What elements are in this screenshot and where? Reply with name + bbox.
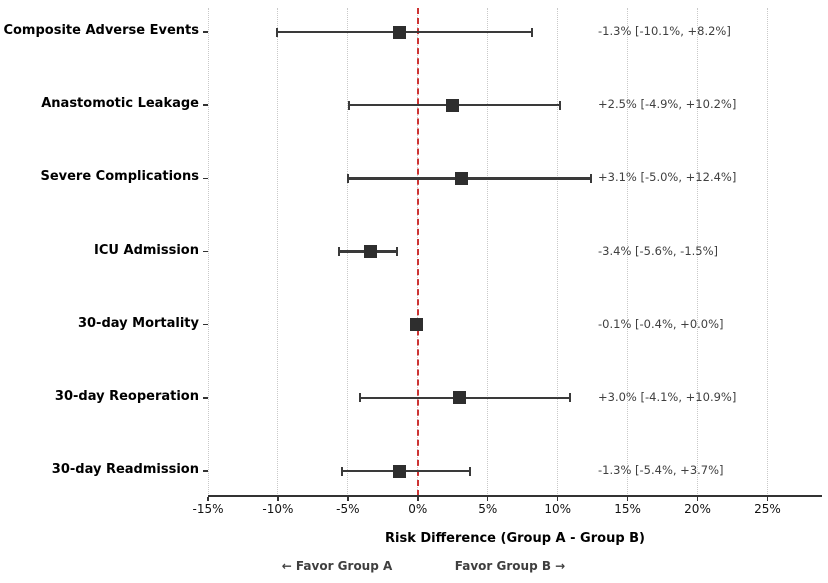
estimate-annotation: -1.3% [-10.1%, +8.2%] bbox=[598, 24, 731, 38]
estimate-annotation: -3.4% [-5.6%, -1.5%] bbox=[598, 243, 719, 258]
x-tick bbox=[696, 497, 699, 501]
x-tick bbox=[766, 497, 769, 501]
point-marker bbox=[393, 464, 407, 478]
y-tick bbox=[203, 177, 208, 180]
x-tick-label: 5% bbox=[478, 502, 498, 516]
y-tick bbox=[203, 470, 208, 472]
y-tick bbox=[203, 323, 208, 326]
x-tick bbox=[556, 497, 559, 501]
ci-cap-left bbox=[348, 100, 351, 110]
ci-bar bbox=[347, 177, 592, 180]
x-tick bbox=[207, 497, 209, 501]
ci-cap-left bbox=[341, 466, 344, 476]
ci-cap-left bbox=[359, 393, 362, 403]
ci-cap-right bbox=[590, 173, 593, 183]
gridline bbox=[697, 8, 699, 496]
point-marker bbox=[363, 245, 377, 258]
ci-cap-right bbox=[468, 466, 471, 476]
x-axis-title: Risk Difference (Group A - Group B) bbox=[385, 531, 645, 546]
gridline bbox=[487, 8, 489, 496]
favor-group-b-label: Favor Group B → bbox=[454, 559, 566, 573]
x-tick bbox=[486, 497, 489, 501]
estimate-annotation: +2.5% [-4.9%, +10.2%] bbox=[598, 97, 737, 112]
category-label: Severe Complications bbox=[40, 169, 199, 185]
zero-reference-line bbox=[416, 8, 419, 496]
gridline bbox=[277, 8, 279, 496]
x-tick bbox=[347, 497, 349, 501]
category-label: 30-day Mortality bbox=[77, 315, 199, 331]
gridline bbox=[557, 8, 559, 496]
ci-cap-right bbox=[569, 393, 572, 403]
ci-cap-right bbox=[395, 247, 398, 256]
category-label: 30-day Reoperation bbox=[54, 388, 199, 404]
category-label: 30-day Readmission bbox=[51, 462, 199, 477]
category-label: Composite Adverse Events bbox=[3, 23, 199, 38]
x-axis-spine bbox=[208, 495, 822, 497]
ci-cap-left bbox=[275, 27, 278, 37]
category-label: ICU Admission bbox=[94, 242, 199, 258]
y-tick bbox=[203, 104, 208, 106]
x-tick-label: 15% bbox=[614, 502, 641, 516]
point-marker bbox=[454, 171, 468, 185]
x-tick-label: 20% bbox=[684, 502, 711, 516]
point-marker bbox=[409, 318, 423, 332]
gridline bbox=[627, 8, 629, 496]
x-tick bbox=[277, 497, 279, 501]
y-tick bbox=[203, 31, 208, 33]
estimate-annotation: +3.1% [-5.0%, +12.4%] bbox=[598, 170, 737, 185]
ci-cap-left bbox=[346, 173, 349, 183]
estimate-annotation: -1.3% [-5.4%, +3.7%] bbox=[598, 463, 724, 477]
estimate-annotation: -0.1% [-0.4%, +0.0%] bbox=[598, 316, 724, 331]
point-marker bbox=[446, 98, 460, 112]
y-tick bbox=[203, 397, 208, 399]
ci-cap-left bbox=[338, 247, 341, 256]
category-label: Anastomotic Leakage bbox=[41, 96, 199, 112]
x-tick-label: 25% bbox=[754, 502, 781, 516]
x-tick-label: 0% bbox=[408, 502, 428, 516]
ci-cap-right bbox=[559, 100, 562, 110]
x-tick bbox=[417, 497, 419, 501]
y-tick bbox=[203, 250, 208, 253]
x-tick-label: 10% bbox=[544, 502, 571, 516]
x-tick-label: -5% bbox=[336, 502, 360, 516]
point-marker bbox=[453, 391, 467, 405]
point-marker bbox=[393, 25, 407, 39]
gridline bbox=[207, 8, 209, 496]
favor-group-a-label: ← Favor Group A bbox=[281, 559, 393, 573]
x-tick-label: -10% bbox=[262, 502, 294, 516]
ci-cap-right bbox=[531, 27, 534, 37]
x-tick-label: -15% bbox=[192, 502, 224, 516]
gridline bbox=[766, 8, 768, 496]
estimate-annotation: +3.0% [-4.1%, +10.9%] bbox=[598, 389, 737, 404]
x-tick bbox=[626, 497, 629, 501]
